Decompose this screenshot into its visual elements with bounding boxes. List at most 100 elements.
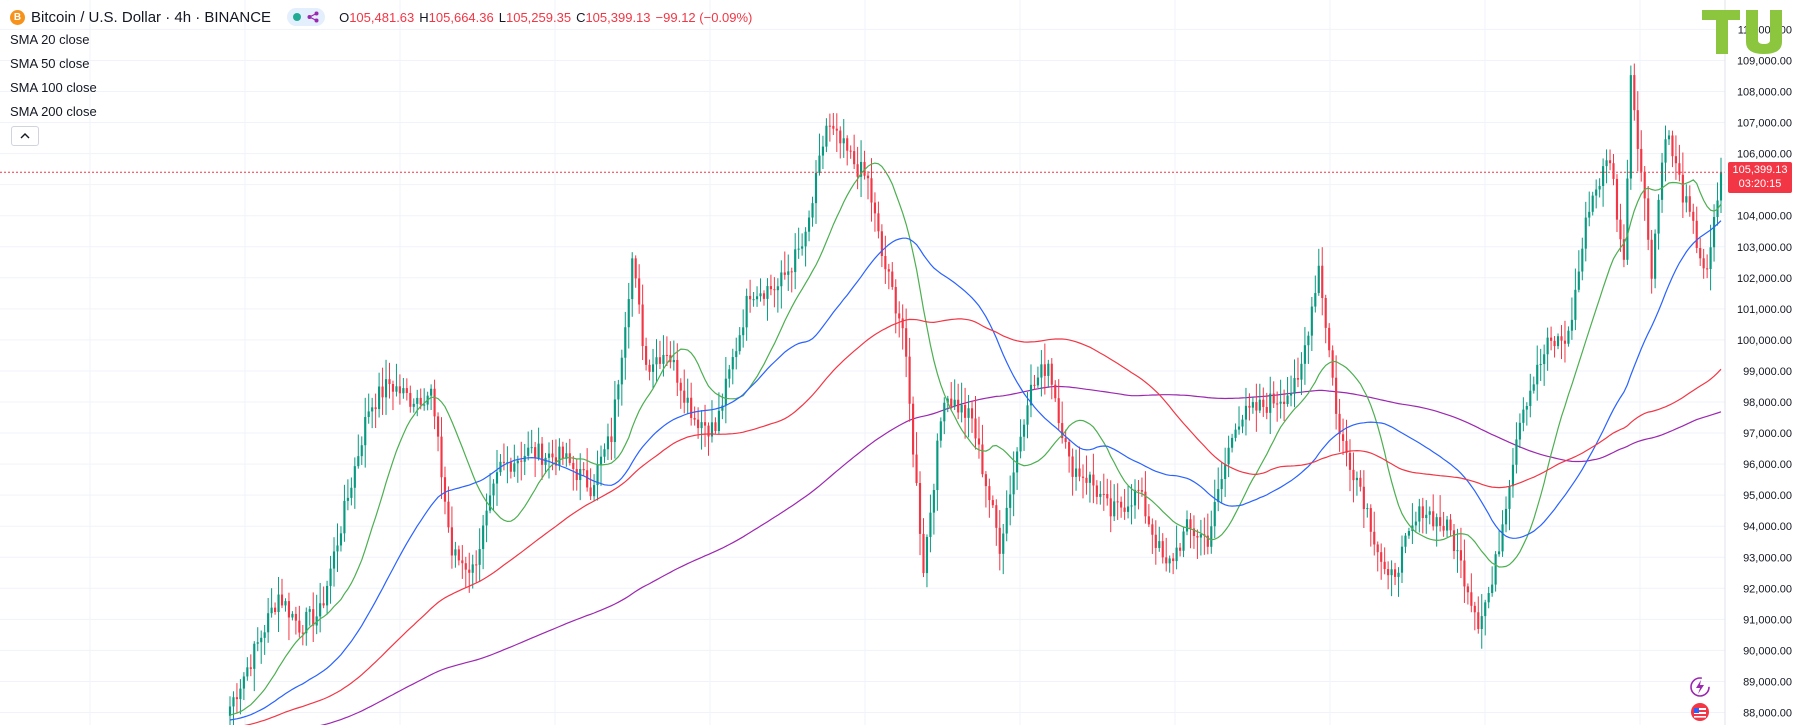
candle xyxy=(804,227,807,267)
candle xyxy=(326,580,329,615)
candle xyxy=(235,683,239,714)
candle xyxy=(1598,178,1601,198)
y-tick-label: 108,000.00 xyxy=(1737,87,1792,99)
candle xyxy=(1231,433,1234,453)
candle xyxy=(249,654,252,677)
ohlc-open: O105,481.63 xyxy=(339,9,415,25)
candle xyxy=(1272,381,1275,409)
candle xyxy=(613,380,616,459)
candle xyxy=(1338,398,1341,452)
candle xyxy=(336,523,339,572)
indicator-sma-100[interactable]: SMA 100 close xyxy=(10,80,97,95)
candle xyxy=(1033,375,1036,390)
last-price-tag: 105,399.13 03:20:15 xyxy=(1728,162,1792,193)
candle xyxy=(1175,525,1178,570)
candle xyxy=(1050,358,1053,400)
candle xyxy=(280,578,284,609)
candle xyxy=(624,311,627,380)
candle xyxy=(381,367,384,415)
candle xyxy=(561,441,564,465)
candle xyxy=(1376,541,1379,572)
candle xyxy=(357,434,360,469)
share-icon[interactable] xyxy=(307,11,319,23)
candle xyxy=(766,278,769,321)
candle xyxy=(1092,453,1095,504)
indicator-sma-50[interactable]: SMA 50 close xyxy=(10,56,90,71)
candle xyxy=(742,309,745,348)
candle xyxy=(391,380,395,411)
lightning-icon[interactable] xyxy=(1688,675,1712,699)
candle xyxy=(1650,229,1653,294)
candle xyxy=(1414,511,1417,533)
candle xyxy=(593,474,596,501)
candle xyxy=(1314,275,1317,313)
symbol-title[interactable]: Bitcoin / U.S. Dollar · 4h · BINANCE xyxy=(31,8,272,26)
candle xyxy=(901,304,904,350)
candle xyxy=(1283,389,1286,421)
candle xyxy=(1647,186,1650,251)
candle xyxy=(846,135,849,166)
candle xyxy=(939,417,942,448)
candle xyxy=(1199,519,1202,556)
candle xyxy=(1515,422,1518,474)
candle xyxy=(1605,149,1608,184)
candle xyxy=(1681,152,1684,218)
candle xyxy=(371,397,374,429)
candle xyxy=(898,301,901,338)
price-axis[interactable]: 88,000.00 89,000.00 90,000.00 91,000.00 92,0… xyxy=(1724,0,1800,725)
candle xyxy=(454,541,457,568)
indicator-sma-200[interactable]: SMA 200 close xyxy=(10,104,97,119)
candle xyxy=(599,445,603,486)
candle xyxy=(1664,125,1667,182)
candle xyxy=(1484,599,1487,636)
candle xyxy=(1321,247,1324,316)
candle xyxy=(1636,91,1639,172)
candle xyxy=(1022,419,1026,451)
tradingview-logo[interactable] xyxy=(1702,8,1790,56)
candle xyxy=(1095,480,1098,505)
candle xyxy=(1688,185,1691,217)
candle xyxy=(416,389,419,417)
y-tick-label: 88,000.00 xyxy=(1743,708,1792,720)
collapse-legend-button[interactable] xyxy=(11,126,39,146)
y-tick-label: 96,000.00 xyxy=(1743,459,1792,471)
candle xyxy=(1189,513,1192,549)
candle xyxy=(1532,376,1535,394)
candle xyxy=(1539,348,1542,381)
candle xyxy=(1029,364,1033,418)
y-tick-label: 106,000.00 xyxy=(1737,149,1792,161)
candle xyxy=(638,264,641,314)
candle xyxy=(1622,224,1625,268)
candle xyxy=(863,150,866,180)
flag-icon[interactable] xyxy=(1688,700,1712,724)
candle xyxy=(1674,135,1677,180)
candle xyxy=(1286,377,1289,407)
candle xyxy=(1324,294,1327,344)
candle xyxy=(1040,350,1043,397)
candle xyxy=(665,336,668,367)
candle xyxy=(1473,601,1476,631)
candle xyxy=(1612,154,1615,186)
candle xyxy=(1581,237,1584,281)
candle xyxy=(1445,515,1449,538)
candle xyxy=(329,555,332,604)
candle xyxy=(1262,387,1265,417)
market-status-badge[interactable] xyxy=(287,8,326,26)
candle xyxy=(1366,503,1369,518)
candle xyxy=(762,290,766,306)
candle xyxy=(305,607,308,646)
sma-100-line xyxy=(244,318,1722,725)
candle xyxy=(450,506,453,569)
indicator-sma-20[interactable]: SMA 20 close xyxy=(10,32,90,47)
candle xyxy=(353,457,356,509)
candle xyxy=(943,397,946,435)
candle xyxy=(284,598,287,612)
candle xyxy=(1234,423,1237,442)
candle xyxy=(728,364,731,388)
candle xyxy=(343,484,346,542)
candle xyxy=(731,348,734,385)
candle xyxy=(544,452,547,474)
candle xyxy=(315,594,318,635)
candle xyxy=(1289,375,1293,407)
